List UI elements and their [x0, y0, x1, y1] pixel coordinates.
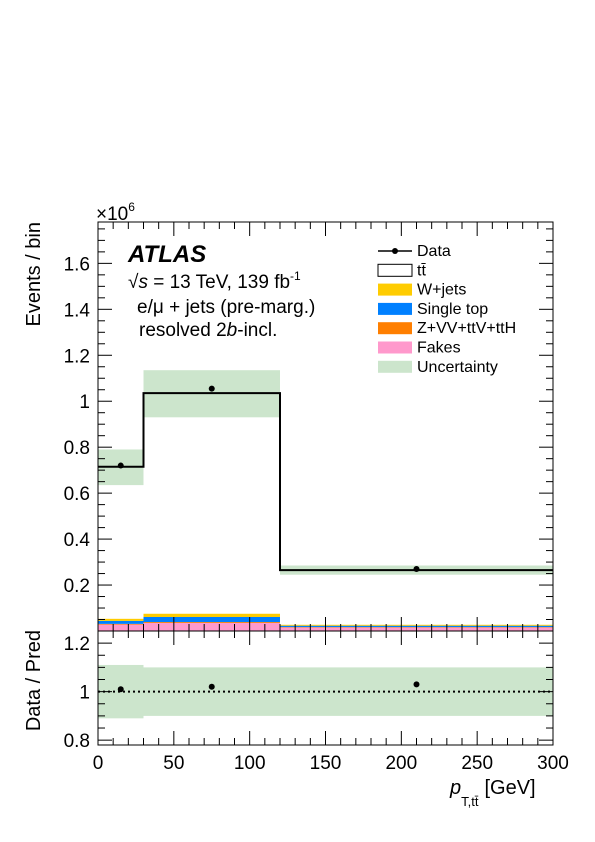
x-tick-label: 150	[310, 753, 342, 774]
main-uncertainty-band	[98, 370, 553, 575]
stack-bar-single-top	[98, 620, 144, 624]
atlas-logo-text: ATLAS	[127, 241, 206, 268]
legend-label: tt̄	[417, 262, 426, 279]
main-data-points	[117, 385, 420, 572]
energy-label: √s = 13 TeV, 139 fb-1	[128, 269, 301, 293]
x-tick-label: 100	[234, 753, 266, 774]
data-point	[208, 385, 215, 392]
stack-bar-single-top	[143, 616, 280, 623]
y-tick-label: 1.6	[64, 254, 90, 275]
y-tick-label: 0.6	[64, 484, 90, 505]
y-multiplier: ×106	[96, 200, 135, 225]
legend-swatch	[378, 341, 412, 354]
legend-swatch	[377, 263, 413, 277]
legend-swatch	[378, 360, 412, 373]
x-tick-label: 0	[93, 753, 104, 774]
data-point	[117, 462, 124, 469]
y-tick-label: 0.4	[64, 530, 91, 551]
channel-label: e/μ + jets (pre-marg.)	[137, 297, 315, 318]
y-tick-label: 0.2	[64, 576, 90, 597]
legend-label: Data	[417, 243, 451, 260]
legend-swatch	[378, 283, 412, 296]
legend: Data tt̄ W+jets Single top Z+VV+ttV+ttH Fakes…	[377, 243, 516, 376]
ratio-point	[117, 686, 124, 693]
ratio-point	[208, 683, 215, 690]
stack-bar-z-vv-ttv-tth	[143, 622, 280, 623]
ratio-axis-ticks: 0.8 1 1.2 0 50 100 150 200 250 300	[64, 630, 569, 774]
ratio-uncertainty-bin	[280, 667, 553, 716]
ratio-uncertainty-band	[98, 664, 553, 719]
stack-bar-z-vv-ttv-tth	[98, 623, 144, 625]
ratio-y-tick-label: 0.8	[64, 731, 90, 752]
legend-label: Fakes	[417, 340, 461, 357]
ttbar-histogram	[98, 392, 553, 572]
x-axis-label: pT,tt̄[GeV]	[449, 777, 536, 809]
ratio-point	[413, 681, 420, 688]
legend-label: Z+VV+ttV+ttH	[417, 320, 516, 337]
ratio-y-tick-label: 1	[79, 683, 90, 704]
stack-bar-fakes	[143, 622, 280, 631]
region-label: resolved 2b-incl.	[139, 320, 277, 341]
y-tick-label: 1.2	[64, 346, 90, 367]
x-tick-label: 250	[461, 753, 493, 774]
data-point	[413, 565, 420, 572]
x-tick-label: 50	[163, 753, 184, 774]
stack-bar-fakes	[98, 624, 144, 631]
legend-label: Uncertainty	[417, 359, 498, 376]
ratio-y-axis-label: Data / Pred	[23, 630, 45, 731]
ratio-data-points	[117, 681, 420, 693]
ttbar-step-line	[98, 392, 553, 572]
x-tick-label: 200	[385, 753, 417, 774]
main-y-axis-label: Events / bin	[23, 222, 45, 327]
stack-bar-w-jets	[98, 618, 144, 621]
legend-label: W+jets	[417, 282, 466, 299]
y-tick-label: 1	[79, 392, 90, 413]
y-tick-label: 1.4	[64, 300, 91, 321]
main-axis-ticks: 0.2 0.4 0.6 0.8 1 1.2 1.4 1.6	[64, 222, 554, 631]
ratio-y-tick-label: 1.2	[64, 634, 90, 655]
legend-marker-data-point	[392, 248, 398, 254]
legend-swatch	[378, 302, 412, 315]
x-tick-label: 300	[537, 753, 569, 774]
legend-swatch	[378, 322, 412, 335]
legend-label: Single top	[417, 301, 488, 318]
y-tick-label: 0.8	[64, 438, 90, 459]
stack-bar-w-jets	[143, 613, 280, 617]
ratio-uncertainty-bin	[143, 667, 280, 716]
